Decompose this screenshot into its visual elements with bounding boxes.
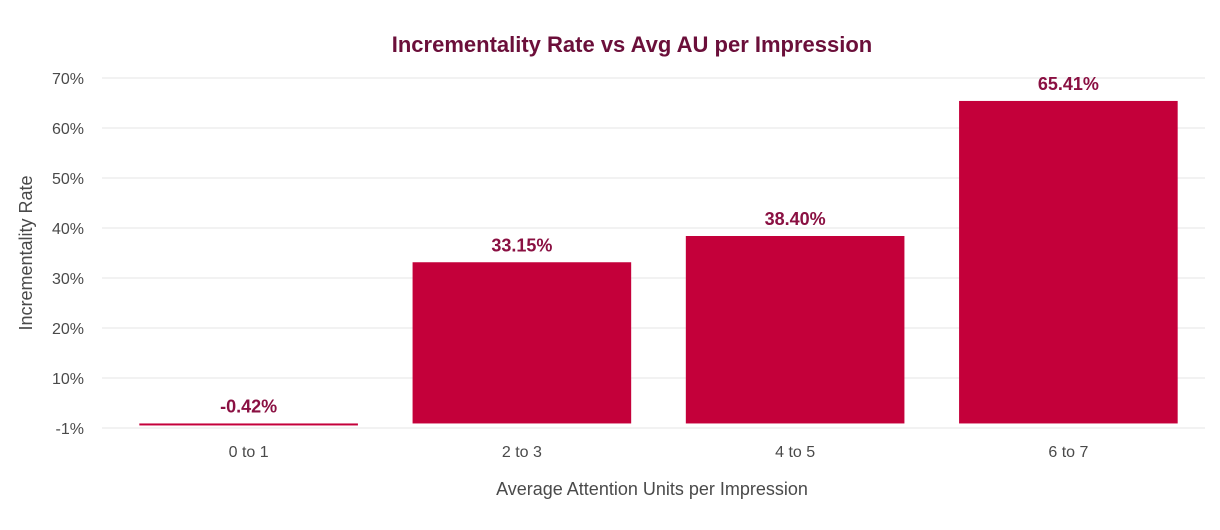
- data-label: -0.42%: [220, 396, 277, 416]
- y-tick-label: 60%: [52, 121, 84, 138]
- y-tick-label: 50%: [52, 171, 84, 188]
- bar: [139, 423, 358, 426]
- y-tick-label: 10%: [52, 371, 84, 388]
- data-label: 38.40%: [765, 209, 826, 229]
- gridlines: [102, 77, 1205, 429]
- x-axis-ticks: 0 to 1 2 to 3 4 to 5 6 to 7: [229, 444, 1089, 461]
- y-tick-label: 30%: [52, 271, 84, 288]
- chart-title: Incrementality Rate vs Avg AU per Impres…: [392, 32, 873, 57]
- x-tick-label: 4 to 5: [775, 444, 815, 461]
- bar: [959, 100, 1178, 424]
- y-tick-label: 20%: [52, 321, 84, 338]
- x-tick-label: 0 to 1: [229, 444, 269, 461]
- data-labels: -0.42% 33.15% 38.40% 65.41%: [220, 74, 1099, 417]
- y-axis-label: Incrementality Rate: [16, 175, 36, 330]
- bars: [139, 100, 1178, 426]
- data-label: 65.41%: [1038, 74, 1099, 94]
- bar: [685, 236, 905, 424]
- data-label: 33.15%: [491, 235, 552, 255]
- y-tick-label: 70%: [52, 71, 84, 88]
- x-tick-label: 6 to 7: [1048, 444, 1088, 461]
- y-axis-ticks: -1% 10% 20% 30% 40% 50% 60% 70%: [52, 71, 84, 438]
- bar: [412, 262, 632, 424]
- x-tick-label: 2 to 3: [502, 444, 542, 461]
- y-tick-label: -1%: [56, 421, 84, 438]
- y-tick-label: 40%: [52, 221, 84, 238]
- x-axis-label: Average Attention Units per Impression: [496, 479, 808, 499]
